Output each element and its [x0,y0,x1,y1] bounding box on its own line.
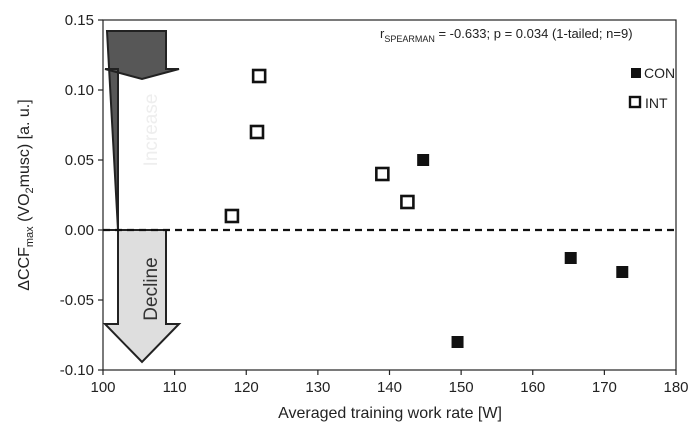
legend-marker-con [631,68,641,78]
legend-label-con: CON [644,65,675,81]
axis-ticks: 100 110 120 130 140 150 160 170 180 -0.10 -0.05 0.0… [60,12,689,396]
x-tick-label: 150 [449,379,474,396]
y-tick-label: 0.15 [65,12,94,29]
decline-arrow [102,229,182,364]
point-int [251,68,267,84]
point-int [375,166,390,182]
statistics-annotation: rSPEARMAN = -0.633; p = 0.034 (1-tailed;… [380,26,633,44]
decline-label: Decline [141,257,162,320]
stat-r-subscript: SPEARMAN [384,34,435,44]
y-axis-title: ΔCCFmax (VO2musc) [a. u.] [16,99,36,290]
legend: CON INT [628,65,675,111]
stat-r: r [380,26,385,41]
point-con [564,252,577,264]
y-tick-label: 0.10 [65,82,94,99]
y-tick-label: -0.10 [60,362,94,379]
y-tick-label: 0.00 [65,222,94,239]
y-tick-label: -0.05 [60,292,94,309]
y-axis-title-mid: (VO [16,193,33,226]
x-tick-label: 160 [520,379,545,396]
x-tick-label: 170 [592,379,617,396]
point-int [224,208,240,224]
plot-area-frame [102,19,677,371]
y-axis-title-sub1: max [24,226,36,247]
x-tick-label: 110 [163,379,187,396]
stat-rest: = -0.633; p = 0.034 (1-tailed; n=9) [435,26,633,41]
x-tick-label: 140 [377,379,402,396]
increase-label: Increase [141,94,162,167]
y-tick-label: 0.05 [65,152,94,169]
x-tick-label: 120 [234,379,259,396]
data-points [224,68,629,348]
x-axis-title: Averaged training work rate [W] [278,405,502,422]
point-con [451,336,464,348]
point-con [616,266,629,278]
x-tick-label: 180 [663,379,688,396]
direction-arrow-graphic: Increase Decline [102,30,182,364]
y-axis-title-sub2: 2 [24,187,36,193]
point-int [249,124,265,140]
point-int [400,194,415,210]
legend-label-int: INT [645,95,668,111]
y-axis-title-end: musc) [a. u.] [16,99,33,187]
x-tick-label: 100 [90,379,115,396]
point-con [417,154,430,166]
increase-arrow [104,30,180,231]
legend-marker-int [628,95,642,109]
y-axis-title-delta: ΔCCF [16,247,33,291]
x-tick-label: 130 [305,379,330,396]
